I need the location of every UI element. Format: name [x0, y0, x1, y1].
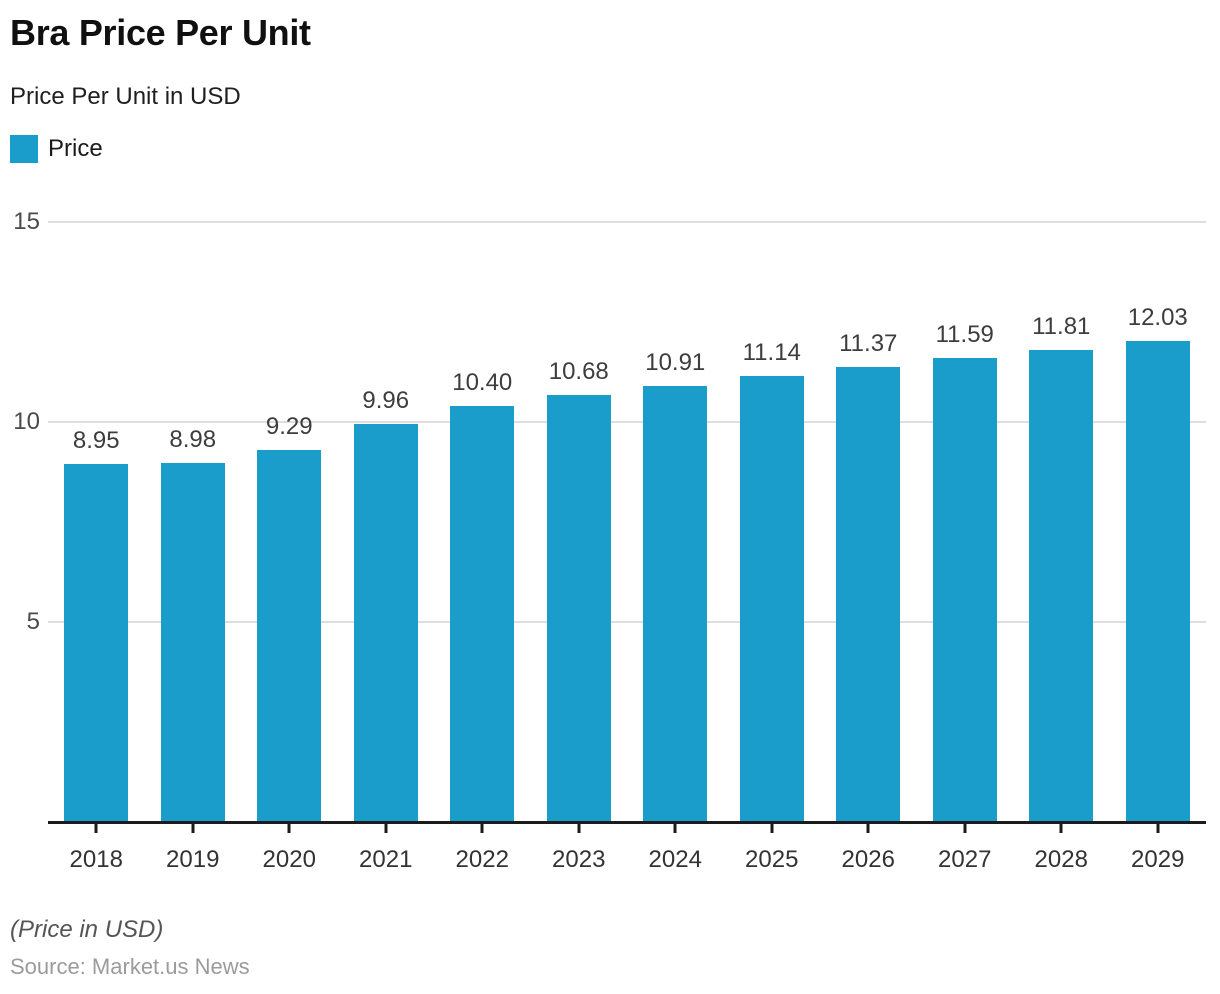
legend-label: Price [48, 135, 103, 162]
x-tick-label: 2028 [1034, 846, 1088, 873]
bar-2029[interactable] [1125, 340, 1190, 822]
x-tick-label: 2022 [455, 846, 509, 873]
x-axis-tick [866, 824, 870, 833]
legend-swatch-icon [10, 135, 38, 163]
x-axis-tick [673, 824, 677, 833]
bar-value-label: 8.95 [72, 427, 120, 454]
bar-value-label: 11.59 [935, 321, 994, 349]
bar-2026[interactable] [836, 367, 901, 822]
x-axis-tick [1156, 824, 1160, 833]
bar-2019[interactable] [160, 462, 225, 822]
x-axis-tick [577, 824, 581, 833]
bar-2025[interactable] [739, 376, 804, 822]
bar-column: 9.29 [241, 222, 338, 833]
y-axis: 5 10 15 [0, 208, 40, 822]
x-axis-tick [480, 824, 484, 833]
x-tick-label: 2025 [745, 846, 799, 873]
footer-note: (Price in USD) [10, 916, 164, 943]
bar-2027[interactable] [932, 358, 997, 822]
bar-column: 9.96 [338, 222, 435, 833]
bar-column: 11.59 [917, 222, 1014, 833]
bar-column: 10.91 [627, 222, 724, 833]
bar-value-label: 10.40 [452, 369, 513, 396]
x-axis-tick [94, 824, 98, 833]
x-tick-label: 2018 [69, 846, 123, 873]
x-tick-label: 2021 [359, 846, 413, 873]
x-axis-tick [770, 824, 774, 833]
bar-2022[interactable] [450, 406, 515, 822]
y-tick-label: 10 [13, 408, 40, 435]
x-axis-tick [287, 824, 291, 833]
chart-subtitle: Price Per Unit in USD [10, 83, 241, 110]
bar-2020[interactable] [257, 450, 322, 822]
x-axis-tick [384, 824, 388, 833]
legend-item-price[interactable]: Price [10, 135, 103, 163]
bar-column: 8.95 [48, 222, 145, 833]
y-tick-label: 5 [26, 608, 40, 635]
bar-column: 10.40 [434, 222, 531, 833]
bar-value-label: 11.14 [742, 339, 801, 367]
bar-value-label: 10.68 [548, 357, 609, 385]
x-axis-labels: 2018 2019 2020 2021 2022 2023 2024 2025 2026 2027… [48, 846, 1206, 874]
bar-value-label: 8.98 [169, 425, 217, 453]
bar-value-label: 9.29 [265, 413, 313, 441]
bar-2028[interactable] [1029, 349, 1094, 822]
bar-2023[interactable] [546, 394, 611, 822]
x-tick-label: 2024 [648, 846, 702, 873]
x-axis-tick [1059, 824, 1063, 833]
bar-value-label: 10.91 [645, 348, 706, 376]
bar-value-label: 11.81 [1032, 312, 1091, 340]
bar-value-label: 11.37 [839, 330, 898, 358]
bar-2021[interactable] [353, 423, 418, 822]
x-tick-label: 2020 [262, 846, 316, 873]
gridline [48, 221, 1206, 223]
bar-column: 11.37 [820, 222, 917, 833]
x-axis-tick [191, 824, 195, 833]
bar-value-label: 12.03 [1127, 303, 1188, 331]
bar-2018[interactable] [64, 464, 129, 822]
x-tick-label: 2023 [552, 846, 606, 873]
gridline [48, 421, 1206, 423]
source-text: Source: Market.us News [10, 954, 250, 979]
bar-column: 10.68 [531, 222, 628, 833]
bar-value-label: 9.96 [362, 386, 410, 414]
plot-area [48, 221, 1206, 822]
bar-chart: 5 10 15 8.95 8.98 9.29 9.96 10.40 10.68 10.91 11.… [0, 208, 1220, 882]
x-axis-line [48, 821, 1206, 824]
bar-column: 12.03 [1110, 222, 1207, 833]
x-tick-label: 2029 [1131, 846, 1185, 873]
x-tick-label: 2019 [166, 846, 220, 873]
bar-column: 8.98 [145, 222, 242, 833]
x-axis-tick [963, 824, 967, 833]
page-title: Bra Price Per Unit [10, 12, 311, 53]
bar-2024[interactable] [643, 385, 708, 822]
y-tick-label: 15 [13, 208, 40, 235]
gridline [48, 621, 1206, 623]
x-tick-label: 2027 [938, 846, 992, 873]
bars-row: 8.95 8.98 9.29 9.96 10.40 10.68 10.91 11.14 11.3… [48, 222, 1207, 833]
bar-column: 11.14 [724, 222, 821, 833]
bar-column: 11.81 [1013, 222, 1110, 833]
x-tick-label: 2026 [841, 846, 895, 873]
